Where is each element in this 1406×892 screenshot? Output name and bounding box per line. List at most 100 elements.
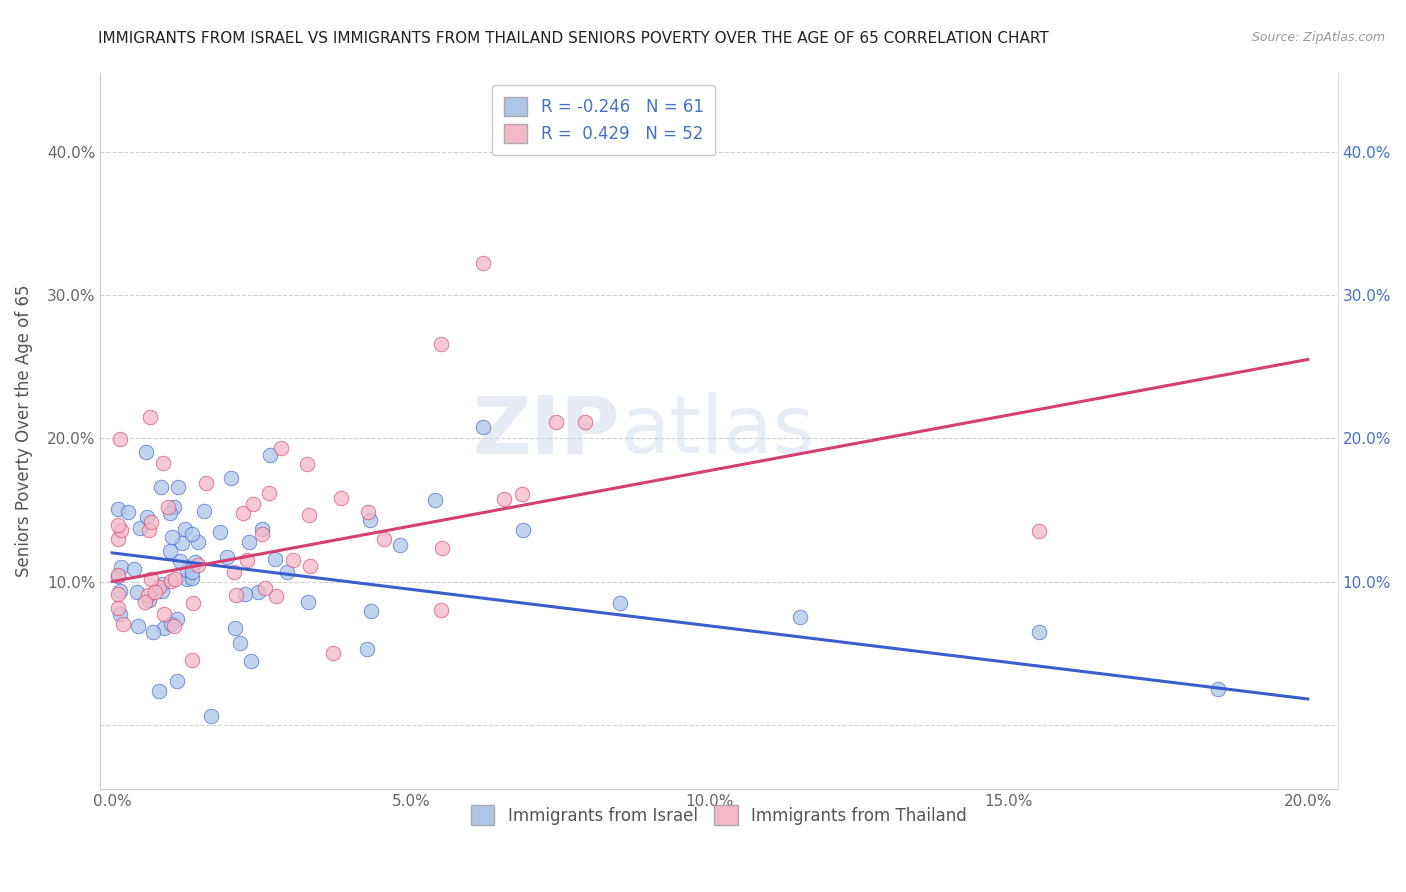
Point <box>167 480 190 494</box>
Point <box>187 535 209 549</box>
Point <box>107 569 129 583</box>
Point <box>135 445 157 459</box>
Point <box>574 416 596 430</box>
Point <box>259 448 281 462</box>
Point <box>512 523 534 537</box>
Point <box>373 532 395 546</box>
Point <box>298 508 321 522</box>
Point <box>142 624 165 639</box>
Point <box>257 486 280 500</box>
Point <box>224 565 246 579</box>
Point <box>166 673 188 688</box>
Point <box>107 587 129 601</box>
Point <box>193 504 215 518</box>
Point <box>150 584 173 599</box>
Point <box>423 493 446 508</box>
Text: Source: ZipAtlas.com: Source: ZipAtlas.com <box>1251 31 1385 45</box>
Point <box>153 607 176 622</box>
Point <box>148 684 170 698</box>
Point <box>219 471 242 485</box>
Point <box>297 595 319 609</box>
Point <box>170 536 193 550</box>
Point <box>138 523 160 537</box>
Point <box>544 415 567 429</box>
Point <box>162 619 184 633</box>
Point <box>250 527 273 541</box>
Point <box>110 523 132 537</box>
Point <box>180 652 202 666</box>
Point <box>253 581 276 595</box>
Point <box>107 532 129 546</box>
Text: atlas: atlas <box>620 392 814 470</box>
Point <box>264 552 287 566</box>
Point <box>510 487 533 501</box>
Point <box>107 567 129 582</box>
Point <box>187 558 209 572</box>
Point <box>122 561 145 575</box>
Text: IMMIGRANTS FROM ISRAEL VS IMMIGRANTS FROM THAILAND SENIORS POVERTY OVER THE AGE : IMMIGRANTS FROM ISRAEL VS IMMIGRANTS FRO… <box>98 31 1049 46</box>
Point <box>359 513 381 527</box>
Point <box>150 480 173 494</box>
Point <box>471 256 494 270</box>
Point <box>281 553 304 567</box>
Point <box>229 635 252 649</box>
Point <box>129 521 152 535</box>
Point <box>107 502 129 516</box>
Point <box>166 612 188 626</box>
Point <box>159 544 181 558</box>
Point <box>232 506 254 520</box>
Y-axis label: Seniors Poverty Over the Age of 65: Seniors Poverty Over the Age of 65 <box>15 285 32 577</box>
Point <box>609 596 631 610</box>
Point <box>169 554 191 568</box>
Legend: Immigrants from Israel, Immigrants from Thailand: Immigrants from Israel, Immigrants from … <box>461 796 977 835</box>
Point <box>217 550 239 565</box>
Point <box>148 580 170 594</box>
Point <box>173 522 195 536</box>
Point <box>163 500 186 514</box>
Point <box>157 500 180 515</box>
Point <box>250 522 273 536</box>
Point <box>238 535 260 549</box>
Point <box>138 593 160 607</box>
Point <box>184 556 207 570</box>
Point <box>1028 624 1050 639</box>
Point <box>322 646 344 660</box>
Point <box>789 610 811 624</box>
Point <box>181 596 204 610</box>
Point <box>276 565 298 579</box>
Point <box>1206 681 1229 696</box>
Point <box>139 516 162 530</box>
Point <box>264 590 287 604</box>
Point <box>239 654 262 668</box>
Point <box>134 595 156 609</box>
Point <box>429 337 451 351</box>
Point <box>329 491 352 505</box>
Point <box>136 589 159 603</box>
Point <box>117 505 139 519</box>
Point <box>152 456 174 470</box>
Point <box>236 553 259 567</box>
Point <box>360 604 382 618</box>
Point <box>471 419 494 434</box>
Point <box>176 563 198 577</box>
Point <box>108 607 131 621</box>
Point <box>127 619 149 633</box>
Point <box>224 621 246 635</box>
Point <box>246 585 269 599</box>
Point <box>295 458 318 472</box>
Point <box>1028 524 1050 539</box>
Point <box>160 530 183 544</box>
Point <box>110 583 132 598</box>
Point <box>242 497 264 511</box>
Text: ZIP: ZIP <box>472 392 620 470</box>
Point <box>357 505 380 519</box>
Point <box>181 565 204 579</box>
Point <box>298 558 321 573</box>
Point <box>233 587 256 601</box>
Point <box>150 577 173 591</box>
Point <box>143 585 166 599</box>
Point <box>107 601 129 615</box>
Point <box>492 491 515 506</box>
Point <box>125 584 148 599</box>
Point <box>139 572 162 586</box>
